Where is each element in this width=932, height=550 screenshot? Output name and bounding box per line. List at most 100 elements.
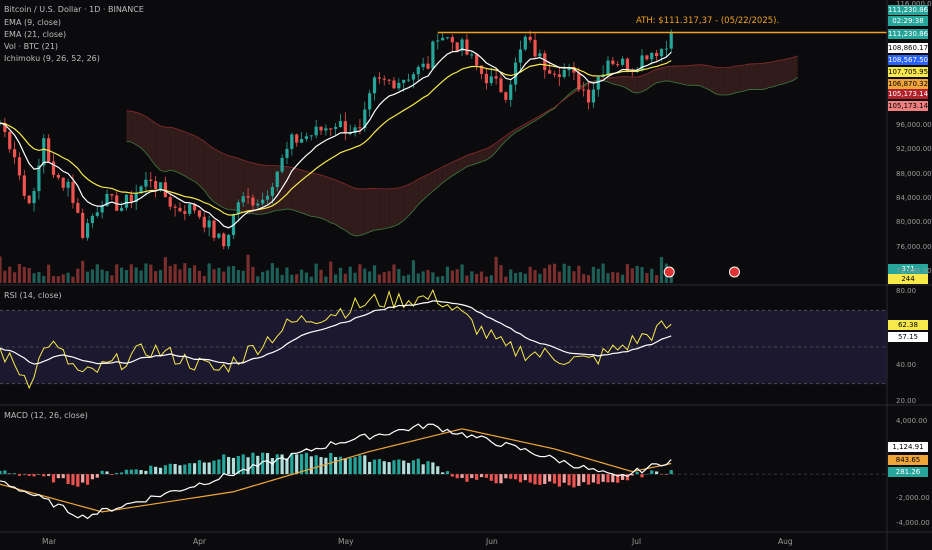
- candle-body: [552, 73, 557, 75]
- candle-body: [115, 195, 119, 211]
- candle-body: [110, 193, 114, 196]
- cloud-segment: [612, 77, 618, 86]
- legend-ema21[interactable]: EMA (21, close): [4, 30, 67, 39]
- cloud-segment: [184, 131, 190, 180]
- candle-body: [32, 191, 36, 204]
- cloud-segment: [442, 164, 448, 183]
- macd-histogram-bar: [202, 462, 206, 475]
- macd-histogram-bar: [314, 455, 318, 475]
- cloud-segment: [379, 188, 385, 230]
- senkou-span-b: [126, 55, 798, 190]
- cloud-segment: [423, 174, 429, 200]
- candle-body: [236, 202, 240, 215]
- cloud-segment: [481, 148, 487, 162]
- macd-histogram-bar: [81, 474, 85, 483]
- candle-body: [329, 128, 333, 130]
- candle-body: [406, 79, 411, 81]
- macd-histogram-bar: [591, 474, 595, 483]
- cloud-segment: [175, 128, 180, 174]
- cloud-segment: [131, 111, 137, 145]
- cloud-segment: [642, 73, 647, 92]
- volume-bar: [611, 272, 615, 283]
- legend-volume[interactable]: Vol · BTC (21): [4, 42, 59, 51]
- macd-histogram-bar: [533, 474, 537, 485]
- macd-histogram-bar: [251, 452, 255, 475]
- candle-body: [299, 138, 304, 143]
- macd-histogram-bar: [47, 474, 51, 476]
- rsi-tick: 20.00: [896, 397, 917, 405]
- cloud-segment: [437, 166, 443, 188]
- volume-bar: [557, 271, 561, 283]
- macd-histogram-bar: [227, 456, 231, 475]
- candle-body: [207, 220, 211, 228]
- volume-bar: [538, 273, 542, 283]
- volume-bar: [475, 273, 479, 283]
- candle-body: [567, 66, 571, 71]
- candle-body: [285, 148, 289, 158]
- cloud-segment: [661, 66, 667, 82]
- volume-bar: [450, 270, 454, 283]
- candle-body: [397, 82, 401, 89]
- cloud-segment: [632, 76, 638, 94]
- cloud-segment: [413, 179, 419, 211]
- macd-pane: [0, 423, 887, 520]
- candle-body: [37, 165, 41, 192]
- cloud-segment: [583, 82, 589, 88]
- volume-bar: [387, 271, 391, 283]
- macd-histogram-bar: [450, 474, 454, 477]
- price-tick: 76,000.00: [896, 243, 932, 251]
- candle-body: [625, 58, 630, 71]
- price-tick: 84,000.00: [896, 194, 932, 202]
- macd-histogram-bar: [256, 455, 260, 475]
- volume-bar: [377, 274, 381, 283]
- candle-body: [475, 54, 479, 66]
- candle-body: [343, 121, 347, 133]
- macd-histogram-bar: [538, 474, 542, 485]
- cloud-segment: [671, 66, 677, 83]
- legend-ema9[interactable]: EMA (9, close): [4, 18, 61, 27]
- volume-bar: [392, 264, 396, 283]
- macd-histogram-bar: [61, 474, 65, 479]
- volume-bar: [32, 273, 36, 283]
- candle-body: [197, 210, 202, 217]
- rsi-tag: 62.38: [888, 320, 928, 330]
- macd-histogram-bar: [343, 458, 347, 475]
- macd-histogram-bar: [144, 470, 148, 475]
- candle-body: [154, 181, 158, 190]
- macd-histogram-bar: [231, 457, 236, 475]
- candle-body: [212, 220, 216, 238]
- cloud-segment: [457, 157, 463, 173]
- candle-body: [61, 177, 65, 188]
- volume-bar: [518, 272, 523, 283]
- volume-bar: [197, 270, 202, 283]
- macd-histogram-bar: [270, 458, 274, 475]
- volume-bar: [368, 271, 372, 283]
- candle-body: [402, 79, 406, 83]
- volume-bar: [479, 271, 484, 283]
- legend-rsi[interactable]: RSI (14, close): [4, 291, 62, 300]
- macd-histogram-bar: [309, 456, 313, 475]
- macd-histogram-bar: [17, 474, 22, 476]
- candle-body: [431, 41, 435, 69]
- volume-bar: [158, 270, 163, 283]
- macd-histogram-bar: [577, 474, 581, 486]
- price-tick: 88,000.00: [896, 170, 932, 178]
- volume-bar: [601, 263, 605, 283]
- macd-histogram-bar: [76, 474, 80, 487]
- macd-histogram-bar: [56, 474, 60, 479]
- macd-histogram-bar: [513, 474, 518, 480]
- macd-histogram-bar: [139, 470, 143, 475]
- cloud-segment: [189, 133, 195, 182]
- cloud-segment: [466, 153, 472, 167]
- volume-bar: [285, 267, 289, 283]
- volume-bar: [494, 256, 498, 283]
- cloud-segment: [491, 142, 497, 157]
- cloud-segment: [359, 188, 365, 236]
- candle-body: [470, 54, 474, 56]
- legend-ichimoku[interactable]: Ichimoku (9, 26, 52, 26): [4, 54, 100, 63]
- cloud-segment: [646, 71, 652, 90]
- legend-macd[interactable]: MACD (12, 26, close): [4, 411, 88, 420]
- candle-body: [557, 74, 561, 77]
- volume-bar: [552, 263, 557, 283]
